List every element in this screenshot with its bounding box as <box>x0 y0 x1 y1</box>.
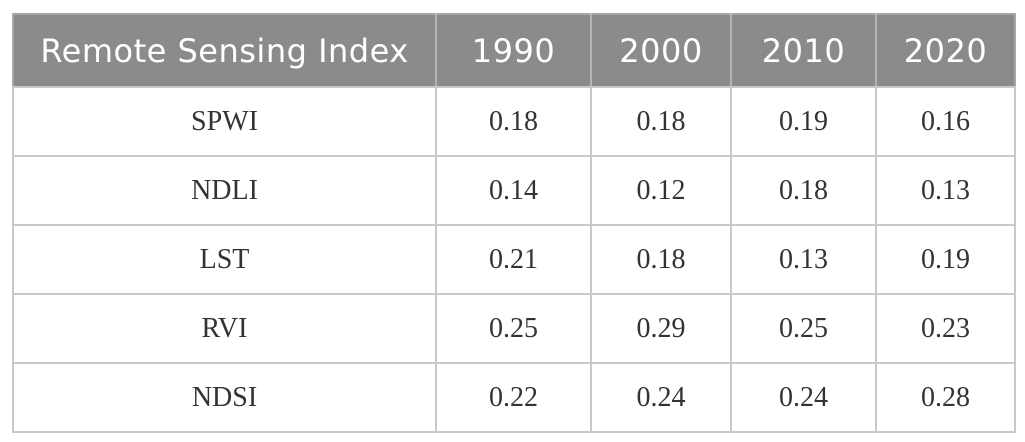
cell-ndsi-1990: 0.22 <box>435 362 592 433</box>
cell-ndsi-2010: 0.24 <box>730 362 877 433</box>
header-row: Remote Sensing Index 1990 2000 2010 2020 <box>13 14 1015 88</box>
table-row-ndsi: NDSI 0.22 0.24 0.24 0.28 <box>12 362 1016 433</box>
cell-rvi-2020: 0.23 <box>875 293 1016 364</box>
cell-ndsi-2000: 0.24 <box>590 362 732 433</box>
row-label-ndsi: NDSI <box>12 362 437 433</box>
header-cell-year-2020: 2020 <box>875 14 1015 88</box>
cell-ndli-2010: 0.18 <box>730 155 877 226</box>
cell-ndli-1990: 0.14 <box>435 155 592 226</box>
cell-ndsi-2020: 0.28 <box>875 362 1016 433</box>
table-row-rvi: RVI 0.25 0.29 0.25 0.23 <box>12 293 1016 364</box>
cell-spwi-1990: 0.18 <box>435 86 592 157</box>
header-cell-index: Remote Sensing Index <box>13 14 436 88</box>
cell-spwi-2020: 0.16 <box>875 86 1016 157</box>
cell-spwi-2010: 0.19 <box>730 86 877 157</box>
header-cell-year-2010: 2010 <box>730 14 876 88</box>
header-cell-year-2000: 2000 <box>590 14 731 88</box>
table-row-ndli: NDLI 0.14 0.12 0.18 0.13 <box>12 155 1016 226</box>
row-label-lst: LST <box>12 224 437 295</box>
header-cell-year-1990: 1990 <box>435 14 591 88</box>
row-label-ndli: NDLI <box>12 155 437 226</box>
cell-lst-1990: 0.21 <box>435 224 592 295</box>
cell-spwi-2000: 0.18 <box>590 86 732 157</box>
remote-sensing-index-table: Remote Sensing Index 1990 2000 2010 2020… <box>12 13 1016 433</box>
cell-lst-2000: 0.18 <box>590 224 732 295</box>
cell-rvi-2010: 0.25 <box>730 293 877 364</box>
table-row-spwi: SPWI 0.18 0.18 0.19 0.16 <box>12 86 1016 157</box>
cell-rvi-1990: 0.25 <box>435 293 592 364</box>
cell-lst-2010: 0.13 <box>730 224 877 295</box>
cell-rvi-2000: 0.29 <box>590 293 732 364</box>
row-label-rvi: RVI <box>12 293 437 364</box>
row-label-spwi: SPWI <box>12 86 437 157</box>
cell-ndli-2020: 0.13 <box>875 155 1016 226</box>
cell-ndli-2000: 0.12 <box>590 155 732 226</box>
table-row-lst: LST 0.21 0.18 0.13 0.19 <box>12 224 1016 295</box>
cell-lst-2020: 0.19 <box>875 224 1016 295</box>
